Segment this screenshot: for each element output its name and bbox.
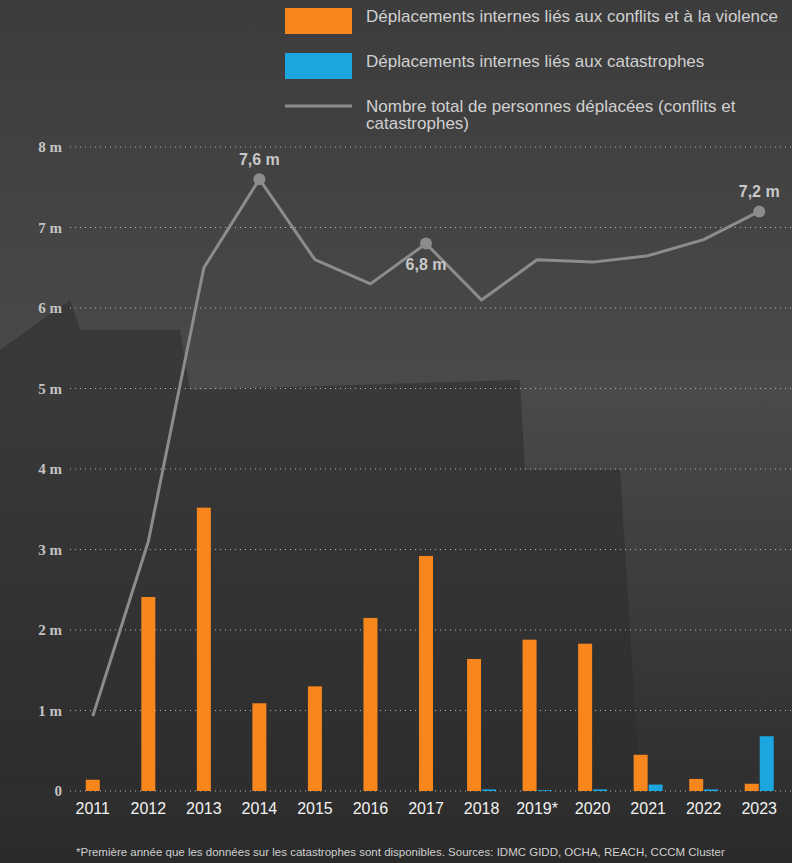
bar xyxy=(593,789,607,791)
bar xyxy=(760,736,774,791)
y-tick-label: 0 xyxy=(55,783,63,799)
total-line xyxy=(93,179,759,716)
bar xyxy=(634,755,648,791)
bar xyxy=(141,597,155,791)
grid-line xyxy=(70,307,792,308)
annotations: 7,6 m 6,8 m 7,2 m xyxy=(239,151,780,272)
x-tick-label: 2023 xyxy=(741,800,777,817)
bar xyxy=(649,785,663,791)
x-tick-label: 2012 xyxy=(131,800,167,817)
bar xyxy=(689,779,703,791)
line-point xyxy=(753,205,765,217)
annotation: 7,6 m xyxy=(239,151,280,168)
x-tick-label: 2019* xyxy=(516,800,558,817)
x-tick-label: 2015 xyxy=(297,800,333,817)
x-tick-label: 2022 xyxy=(686,800,722,817)
bar xyxy=(308,686,322,791)
bar xyxy=(252,703,266,791)
y-tick-label: 7 m xyxy=(38,220,62,236)
line-point xyxy=(420,238,432,250)
y-tick-label: 8 m xyxy=(38,139,62,155)
bar xyxy=(86,780,100,791)
bar xyxy=(363,618,377,791)
y-tick-label: 3 m xyxy=(38,542,62,558)
chart: 0 1 m 2 m 3 m 4 m 5 m 6 m 7 m 8 m 7,6 m 6,8 m 7,2 m… xyxy=(0,0,792,863)
y-tick-label: 4 m xyxy=(38,461,62,477)
bar xyxy=(523,640,537,791)
caption: *Première année que les données sur les … xyxy=(76,846,725,858)
bar xyxy=(419,556,433,791)
background-silhouette xyxy=(0,300,640,790)
legend-swatch xyxy=(285,53,352,79)
grid-line xyxy=(70,549,792,550)
legend-swatch xyxy=(285,105,352,108)
y-tick-label: 5 m xyxy=(38,381,62,397)
legend-label: Déplacements internes liés aux conflits … xyxy=(366,7,778,26)
bar xyxy=(704,789,718,791)
bar xyxy=(467,659,481,791)
x-axis: 2011 2012 2013 2014 2015 2016 2017 2018 2019* 202… xyxy=(76,800,778,817)
background xyxy=(0,0,792,863)
bar xyxy=(578,644,592,791)
annotation: 6,8 m xyxy=(406,256,447,273)
y-tick-label: 6 m xyxy=(38,300,62,316)
x-tick-label: 2014 xyxy=(242,800,278,817)
legend-label: Déplacements internes liés aux catastrop… xyxy=(366,52,704,71)
x-tick-label: 2013 xyxy=(186,800,222,817)
x-tick-label: 2017 xyxy=(408,800,444,817)
y-tick-label: 1 m xyxy=(38,703,62,719)
x-tick-label: 2020 xyxy=(575,800,611,817)
grid: 0 1 m 2 m 3 m 4 m 5 m 6 m 7 m 8 m xyxy=(38,139,792,799)
x-tick-label: 2021 xyxy=(630,800,666,817)
grid-line xyxy=(70,227,792,228)
bar xyxy=(745,784,759,791)
bar xyxy=(197,508,211,791)
legend-label: Nombre total de personnes déplacées (con… xyxy=(366,97,736,133)
line-point xyxy=(253,173,265,185)
y-tick-label: 2 m xyxy=(38,622,62,638)
legend-swatch xyxy=(285,8,352,34)
x-tick-label: 2011 xyxy=(76,800,111,817)
annotation: 7,2 m xyxy=(739,183,780,200)
x-tick-label: 2016 xyxy=(353,800,389,817)
grid-line xyxy=(70,146,792,147)
bar xyxy=(538,790,552,791)
x-tick-label: 2018 xyxy=(464,800,500,817)
legend: Déplacements internes liés aux conflits … xyxy=(285,7,778,133)
plot-area xyxy=(86,173,774,791)
grid-line xyxy=(70,468,792,469)
bar xyxy=(482,789,496,791)
